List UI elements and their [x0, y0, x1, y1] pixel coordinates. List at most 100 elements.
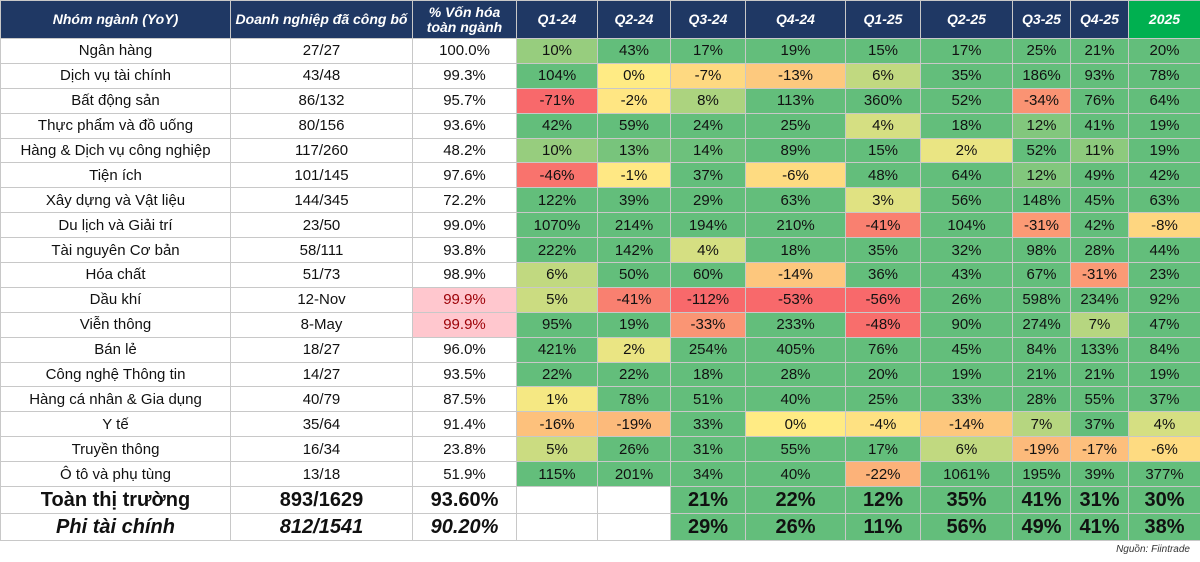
growth-cell: 40%	[745, 461, 846, 488]
text-cell: Hàng & Dịch vụ công nghiệp	[0, 137, 231, 164]
table-row: Tài nguyên Cơ bản 58/111 93.8% 222% 142% 4% 18…	[0, 237, 1200, 264]
growth-cell: 21%	[1070, 361, 1129, 388]
growth-cell: 44%	[1128, 237, 1200, 264]
growth-cell: 19%	[597, 311, 671, 338]
table-row: Viễn thông 8-May 99.9% 95% 19% -33% 233% -48% 90…	[0, 311, 1200, 338]
growth-cell: 78%	[597, 386, 671, 413]
growth-cell: -112%	[670, 286, 746, 313]
growth-cell: 26%	[597, 436, 671, 463]
growth-cell: 56%	[920, 187, 1013, 214]
summary-text-cell: Toàn thị trường	[0, 486, 231, 515]
growth-cell: 201%	[597, 461, 671, 488]
growth-cell: 405%	[745, 336, 846, 363]
text-cell: 43/48	[230, 62, 413, 89]
summary-growth-cell	[597, 513, 671, 542]
growth-cell: 195%	[1012, 461, 1071, 488]
growth-cell: 10%	[516, 137, 598, 164]
growth-cell: 19%	[745, 38, 846, 64]
summary-text-cell: 93.60%	[412, 486, 517, 515]
growth-cell: 34%	[670, 461, 746, 488]
growth-cell: -22%	[845, 461, 921, 488]
growth-cell: -48%	[845, 311, 921, 338]
growth-cell: 3%	[845, 187, 921, 214]
text-cell: 101/145	[230, 162, 413, 189]
table-row: Bất động sản 86/132 95.7% -71% -2% 8% 113% 360%…	[0, 87, 1200, 114]
table-row: Ngân hàng 27/27 100.0% 10% 43% 17% 19% 15% 17% 25…	[0, 38, 1200, 64]
growth-cell: 90%	[920, 311, 1013, 338]
growth-cell: 421%	[516, 336, 598, 363]
growth-cell: 12%	[1012, 112, 1071, 139]
growth-cell: 28%	[1012, 386, 1071, 413]
table-row: Thực phẩm và đồ uống 80/156 93.6% 42% 59% 24%…	[0, 112, 1200, 139]
growth-cell: 42%	[516, 112, 598, 139]
growth-cell: 18%	[920, 112, 1013, 139]
growth-cell: 360%	[845, 87, 921, 114]
growth-cell: 39%	[1070, 461, 1129, 488]
table-body: Ngân hàng 27/27 100.0% 10% 43% 17% 19% 15% 17% 25…	[0, 38, 1200, 542]
growth-cell: 17%	[670, 38, 746, 64]
growth-cell: 142%	[597, 237, 671, 264]
growth-cell: 22%	[597, 361, 671, 388]
text-cell: Bán lẻ	[0, 336, 231, 363]
growth-cell: 92%	[1128, 286, 1200, 313]
text-cell: 40/79	[230, 386, 413, 413]
growth-cell: 148%	[1012, 187, 1071, 214]
growth-cell: 19%	[920, 361, 1013, 388]
text-cell: 18/27	[230, 336, 413, 363]
growth-cell: 59%	[597, 112, 671, 139]
text-cell: 13/18	[230, 461, 413, 488]
column-header: Q4-25	[1070, 0, 1129, 39]
source-note: Nguồn: Fiintrade	[1116, 544, 1190, 555]
growth-cell: 1%	[516, 386, 598, 413]
text-cell: 23/50	[230, 212, 413, 239]
growth-cell: 6%	[845, 62, 921, 89]
summary-text-cell: Phi tài chính	[0, 513, 231, 542]
growth-cell: 64%	[920, 162, 1013, 189]
table-row: Công nghệ Thông tin 14/27 93.5% 22% 22% 18% 28…	[0, 361, 1200, 388]
text-cell: Xây dựng và Vật liệu	[0, 187, 231, 214]
growth-cell: 45%	[920, 336, 1013, 363]
table-row: Dầu khí 12-Nov 99.9% 5% -41% -112% -53% -56% 26%…	[0, 286, 1200, 313]
summary-growth-cell: 41%	[1012, 486, 1071, 515]
growth-cell: 67%	[1012, 262, 1071, 288]
table-row: Dịch vụ tài chính 43/48 99.3% 104% 0% -7% -13%…	[0, 62, 1200, 89]
growth-cell: 14%	[670, 137, 746, 164]
growth-cell: 49%	[1070, 162, 1129, 189]
growth-cell: 39%	[597, 187, 671, 214]
growth-cell: 76%	[1070, 87, 1129, 114]
column-header: Q2-25	[920, 0, 1013, 39]
growth-cell: 4%	[1128, 411, 1200, 438]
text-cell: 93.8%	[412, 237, 517, 264]
growth-cell: 20%	[845, 361, 921, 388]
column-header: Q3-25	[1012, 0, 1071, 39]
summary-growth-cell: 22%	[745, 486, 846, 515]
growth-cell: 17%	[920, 38, 1013, 64]
table-row: Bán lẻ 18/27 96.0% 421% 2% 254% 405% 76% 45% 84% 1…	[0, 336, 1200, 363]
growth-cell: 42%	[1128, 162, 1200, 189]
growth-cell: 210%	[745, 212, 846, 239]
growth-cell: -1%	[597, 162, 671, 189]
growth-cell: -41%	[597, 286, 671, 313]
growth-cell: -34%	[1012, 87, 1071, 114]
growth-cell: -53%	[745, 286, 846, 313]
growth-cell: 35%	[920, 62, 1013, 89]
table-row: Y tế 35/64 91.4% -16% -19% 33% 0% -4% -14% 7% 37% 4…	[0, 411, 1200, 438]
text-cell: 98.9%	[412, 262, 517, 288]
growth-cell: 33%	[920, 386, 1013, 413]
table-row: Tiện ích 101/145 97.6% -46% -1% 37% -6% 48% 64% 1…	[0, 162, 1200, 189]
growth-cell: -19%	[1012, 436, 1071, 463]
summary-growth-cell: 56%	[920, 513, 1013, 542]
summary-growth-cell: 31%	[1070, 486, 1129, 515]
summary-growth-cell	[516, 486, 598, 515]
text-cell: 99.9%	[412, 286, 517, 313]
growth-cell: 55%	[1070, 386, 1129, 413]
growth-cell: 234%	[1070, 286, 1129, 313]
column-header: Doanh nghiệp đã công bố	[230, 0, 413, 39]
growth-cell: 115%	[516, 461, 598, 488]
growth-cell: -6%	[1128, 436, 1200, 463]
growth-cell: 21%	[1070, 38, 1129, 64]
column-header: Nhóm ngành (YoY)	[0, 0, 231, 39]
text-cell: Du lịch và Giải trí	[0, 212, 231, 239]
growth-cell: 35%	[845, 237, 921, 264]
